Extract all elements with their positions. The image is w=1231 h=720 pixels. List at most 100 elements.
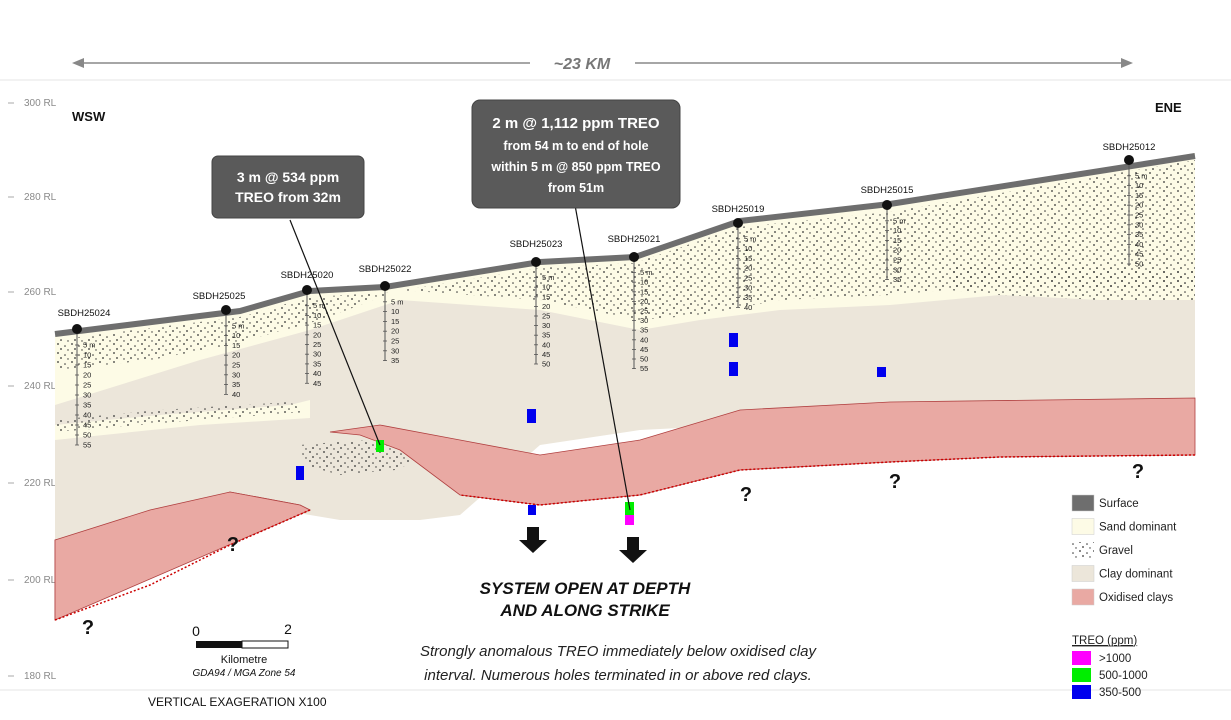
hole-id: SBDH25023 xyxy=(510,239,563,250)
legend-swatch xyxy=(1072,542,1094,558)
depth-label: 30 xyxy=(640,316,648,325)
depth-label: 25 xyxy=(232,361,240,370)
legend-label: Oxidised clays xyxy=(1099,592,1173,604)
depth-label: 15 xyxy=(744,254,752,263)
rl-label: 240 RL xyxy=(24,381,57,392)
question-marks: ? ? ? ? ? xyxy=(82,461,1144,639)
hole-id: SBDH25019 xyxy=(712,204,765,215)
depth-label: 35 xyxy=(313,359,321,368)
depth-label: 20 xyxy=(391,327,399,336)
legend-swatch xyxy=(1071,588,1095,606)
depth-label: 15 xyxy=(640,287,648,296)
callout-right-line-1: 2 m @ 1,112 ppm TREO xyxy=(492,115,660,132)
depth-label: 20 xyxy=(542,302,550,311)
treo-legend-title: TREO (ppm) xyxy=(1072,635,1137,647)
collar-marker xyxy=(221,305,231,315)
geology xyxy=(54,153,1196,621)
depth-label: 45 xyxy=(313,379,321,388)
treo-legend-label: 500-1000 xyxy=(1099,670,1148,682)
scale-two: 2 xyxy=(284,621,292,637)
rl-axis: 300 RL 280 RL 260 RL 240 RL 220 RL 200 RL 180 … xyxy=(0,79,1231,691)
depth-label: 45 xyxy=(1135,250,1143,259)
depth-label: 15 xyxy=(391,317,399,326)
down-arrow-icon xyxy=(619,537,647,563)
depth-label: 35 xyxy=(83,401,91,410)
depth-label: 40 xyxy=(232,390,240,399)
gravel-east xyxy=(950,265,1195,300)
depth-label: 20 xyxy=(744,264,752,273)
hole-id: SBDH25015 xyxy=(861,185,914,196)
depth-label: 5 m xyxy=(232,321,245,330)
legend-label: Clay dominant xyxy=(1099,569,1173,581)
collar-marker xyxy=(380,281,390,291)
callout-right-line-3: within 5 m @ 850 ppm TREO xyxy=(490,160,660,174)
scale-unit: Kilometre xyxy=(221,654,267,666)
legend-swatch xyxy=(1071,494,1095,512)
treo-legend-label: 350-500 xyxy=(1099,687,1141,699)
depth-label: 35 xyxy=(640,326,648,335)
depth-label: 15 xyxy=(313,321,321,330)
depth-label: 15 xyxy=(542,292,550,301)
treo-legend-item: 500-1000 xyxy=(1072,668,1148,682)
question-mark: ? xyxy=(1132,461,1144,483)
depth-label: 50 xyxy=(640,355,648,364)
treo-interval-gt-1000 xyxy=(625,515,634,525)
depth-label: 10 xyxy=(542,283,550,292)
span-label: ~23 KM xyxy=(554,56,611,73)
depth-label: 10 xyxy=(744,244,752,253)
depth-label: 50 xyxy=(1135,260,1143,269)
down-arrows xyxy=(519,527,647,563)
rl-label: 280 RL xyxy=(24,192,57,203)
depth-label: 45 xyxy=(640,345,648,354)
depth-label: 5 m xyxy=(744,234,757,243)
legend: Surface Sand dominant Gravel Clay dominant O… xyxy=(1071,494,1177,699)
depth-label: 20 xyxy=(1135,201,1143,210)
question-mark: ? xyxy=(227,534,239,556)
depth-label: 45 xyxy=(83,421,91,430)
rl-label: 200 RL xyxy=(24,575,57,586)
depth-label: 25 xyxy=(1135,211,1143,220)
depth-label: 25 xyxy=(542,312,550,321)
depth-label: 35 xyxy=(391,356,399,365)
depth-label: 30 xyxy=(1135,220,1143,229)
depth-label: 20 xyxy=(313,330,321,339)
depth-label: 15 xyxy=(893,236,901,245)
vertical-exaggeration: VERTICAL EXAGERATION X100 xyxy=(148,695,327,709)
depth-label: 5 m xyxy=(542,273,555,282)
rl-label: 180 RL xyxy=(24,671,57,682)
collar-marker xyxy=(531,257,541,267)
treo-interval-500-1000 xyxy=(376,440,384,452)
callout-right-line-4: from 51m xyxy=(548,181,604,195)
depth-label: 40 xyxy=(744,303,752,312)
collar-marker xyxy=(1124,155,1134,165)
depth-label: 10 xyxy=(83,351,91,360)
depth-label: 20 xyxy=(83,371,91,380)
hole-id: SBDH25022 xyxy=(359,264,412,275)
depth-label: 35 xyxy=(542,331,550,340)
subtext-line-1: Strongly anomalous TREO immediately belo… xyxy=(420,643,818,660)
depth-label: 10 xyxy=(1135,181,1143,190)
hole-id: SBDH25012 xyxy=(1103,142,1156,153)
hole-id: SBDH25020 xyxy=(281,270,334,281)
depth-label: 50 xyxy=(542,360,550,369)
depth-label: 15 xyxy=(232,341,240,350)
depth-label: 25 xyxy=(640,307,648,316)
callout-left-line-1: 3 m @ 534 ppm xyxy=(237,169,339,185)
depth-label: 25 xyxy=(391,337,399,346)
depth-label: 40 xyxy=(542,340,550,349)
span-arrow: ~23 KM xyxy=(72,56,1133,73)
treo-interval-350-500 xyxy=(527,409,536,423)
question-mark: ? xyxy=(82,617,94,639)
depth-label: 10 xyxy=(313,311,321,320)
depth-label: 20 xyxy=(640,297,648,306)
depth-label: 30 xyxy=(542,321,550,330)
treo-swatch xyxy=(1072,668,1091,682)
treo-legend-item: >1000 xyxy=(1072,651,1131,665)
legend-item: Oxidised clays xyxy=(1071,588,1173,606)
depth-label: 30 xyxy=(744,283,752,292)
